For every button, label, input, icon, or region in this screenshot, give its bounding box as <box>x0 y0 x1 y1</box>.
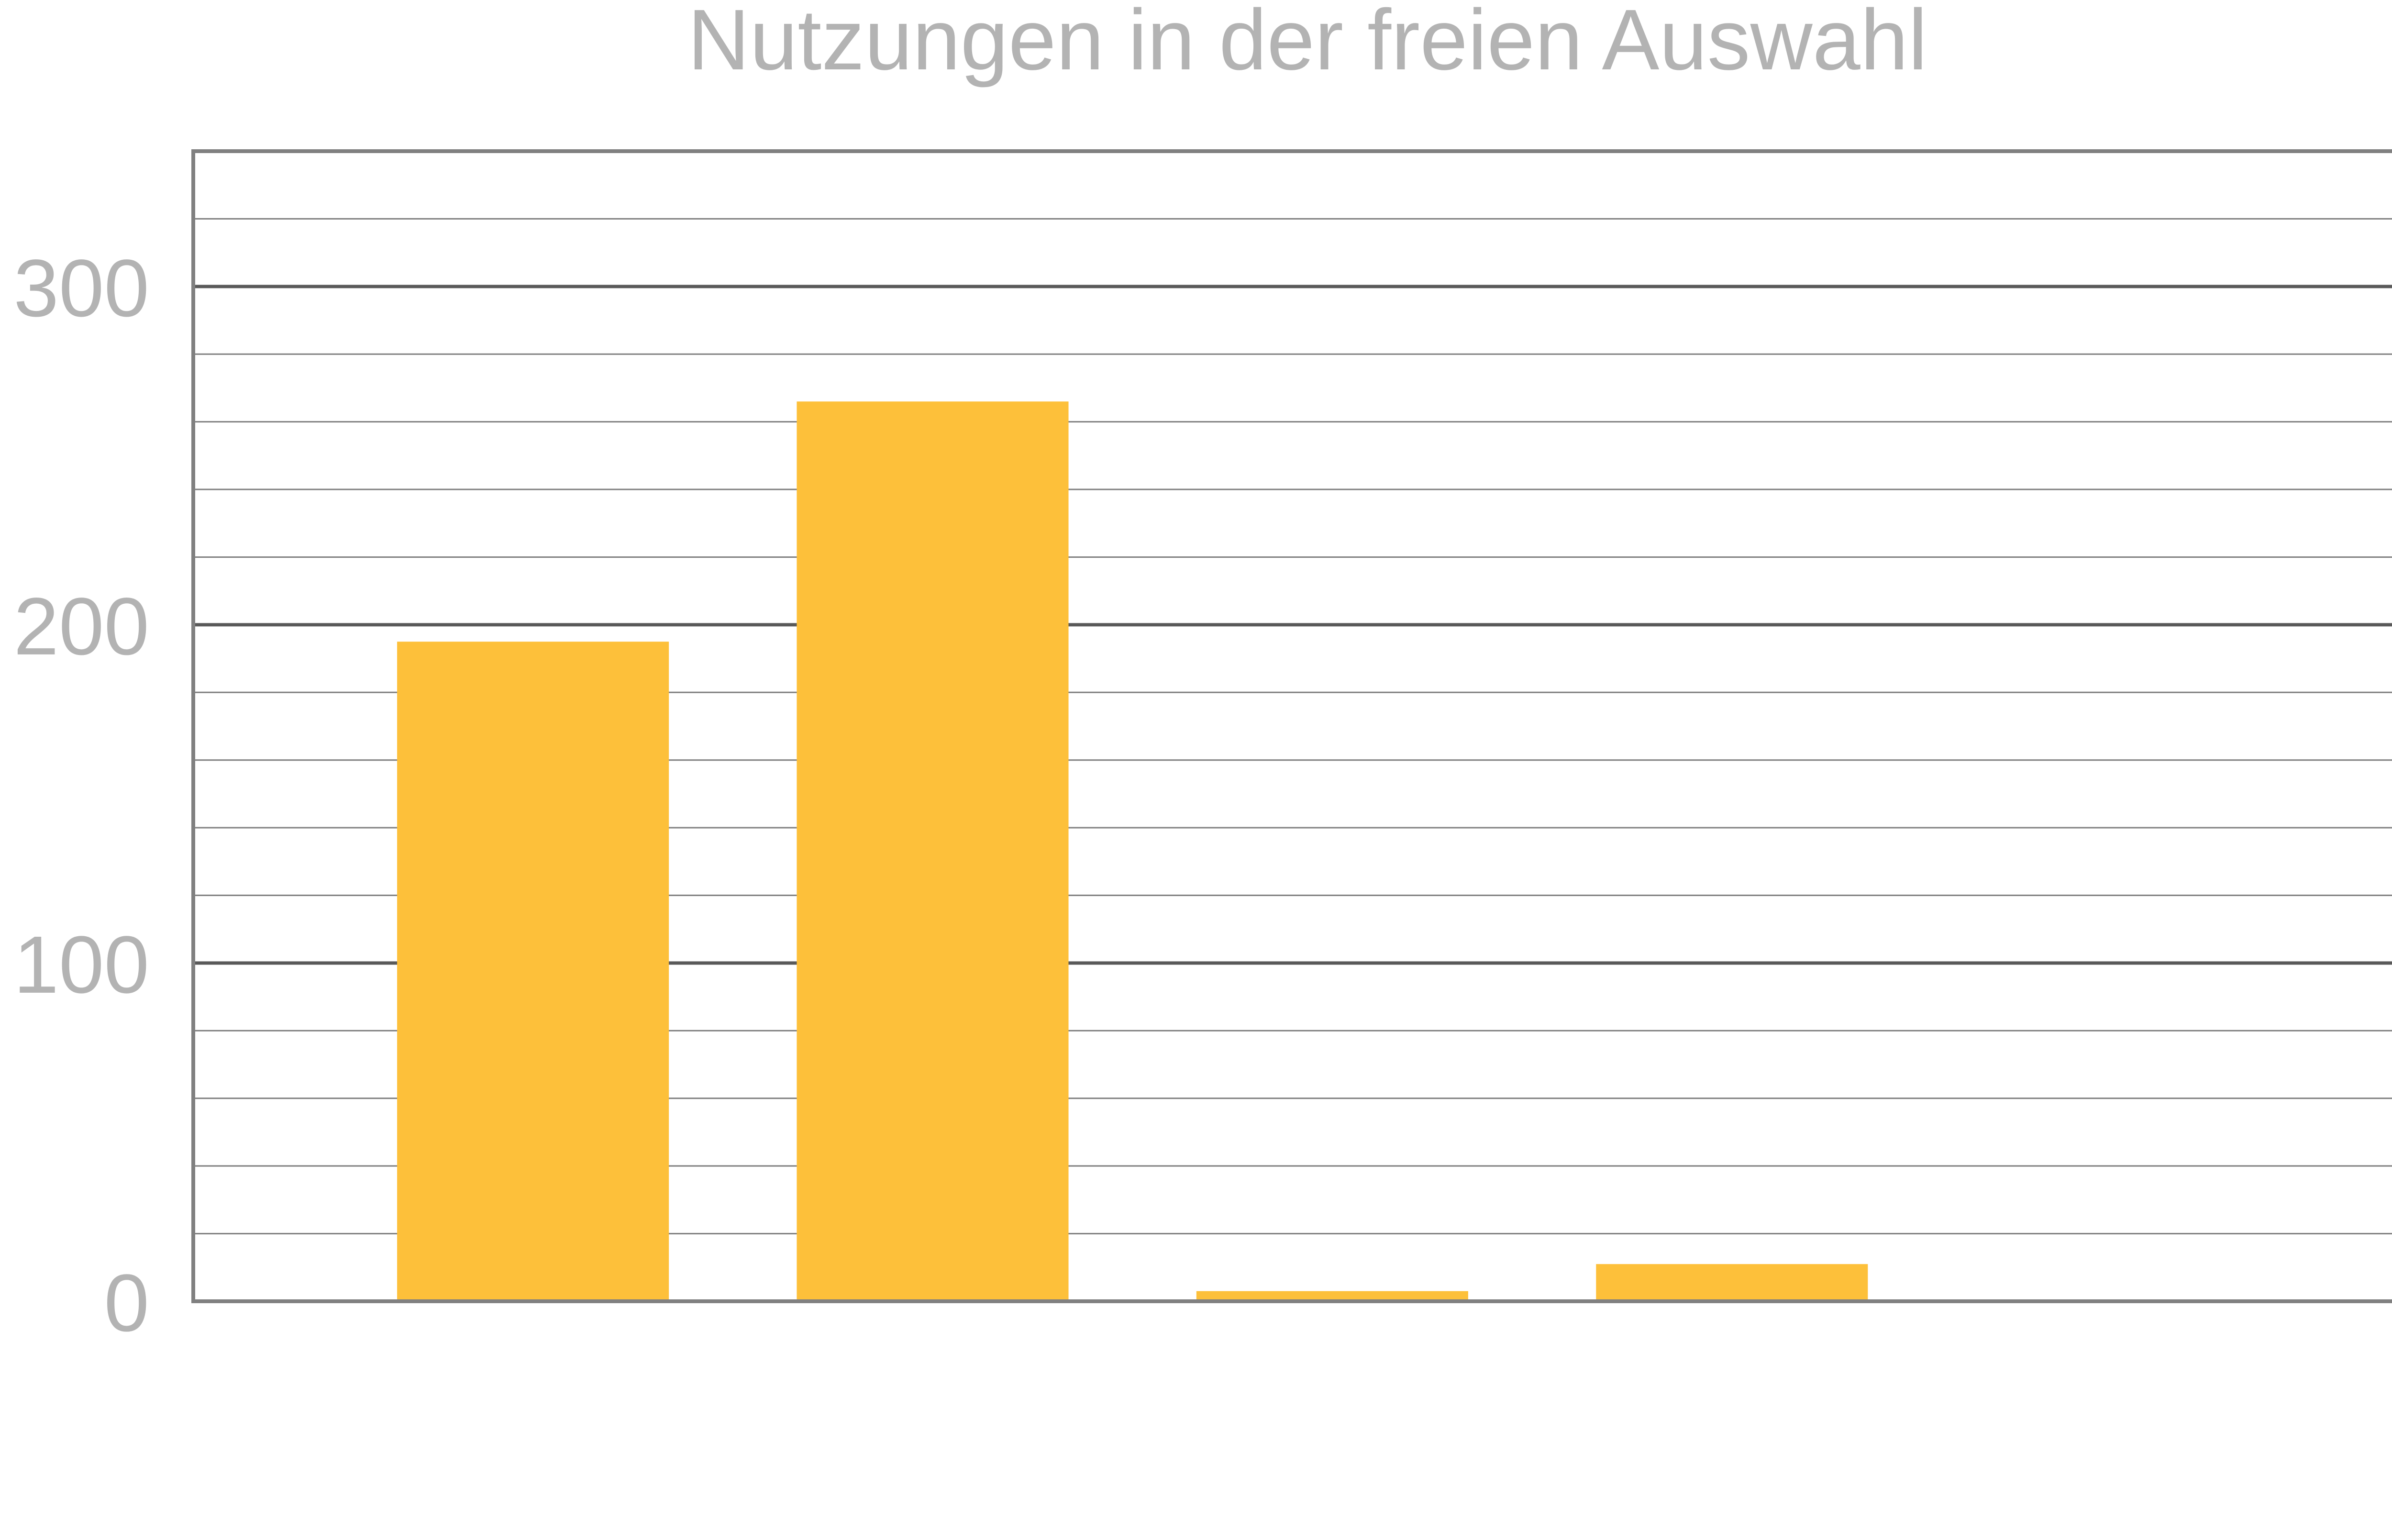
y-tick-label: 100 <box>13 920 149 1010</box>
bar <box>1596 1264 1868 1301</box>
y-tick-label: 0 <box>104 1258 149 1349</box>
bar <box>797 401 1069 1301</box>
bar <box>1196 1291 1468 1301</box>
y-tick-label: 200 <box>13 581 149 672</box>
bar <box>397 642 669 1301</box>
plot-frame <box>191 149 2392 1303</box>
y-axis-ticks: 0 100 200 300 <box>13 243 149 1349</box>
y-tick-label: 300 <box>13 243 149 334</box>
chart-title: Nutzungen in der freien Auswahl <box>687 0 1927 88</box>
bars <box>397 401 1868 1301</box>
